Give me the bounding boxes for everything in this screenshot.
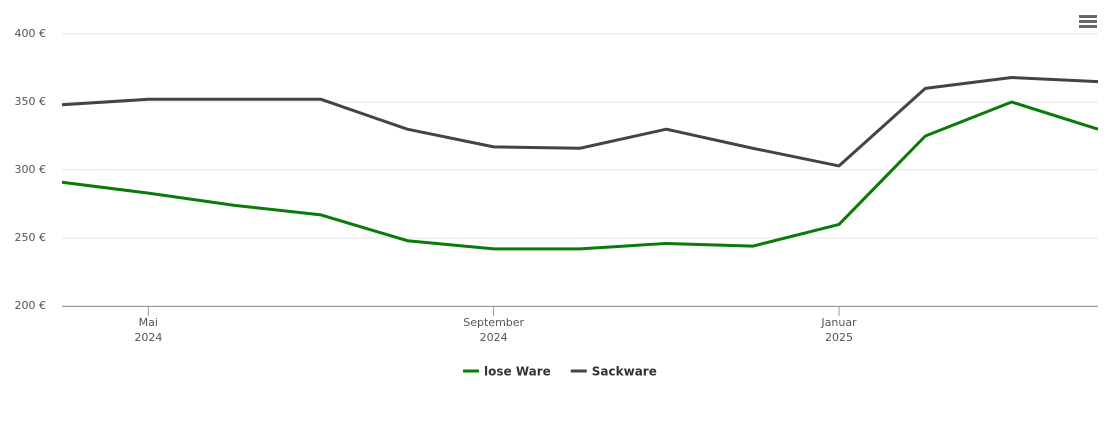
y-tick-label: 350 € bbox=[15, 95, 47, 108]
x-tick-label: 2025 bbox=[825, 331, 853, 344]
menu-button[interactable] bbox=[1079, 15, 1097, 28]
y-tick-label: 300 € bbox=[15, 163, 47, 176]
menu-bar bbox=[1079, 20, 1097, 23]
menu-bar bbox=[1079, 15, 1097, 18]
legend-item: Sackware bbox=[570, 365, 657, 379]
series-line bbox=[61, 76, 1099, 168]
y-tick-label: 250 € bbox=[15, 231, 47, 244]
x-tick-label: September bbox=[463, 316, 524, 329]
series-line bbox=[61, 100, 1099, 251]
y-tick-label: 400 € bbox=[15, 27, 47, 40]
legend: lose Ware Sackware bbox=[463, 365, 657, 379]
x-tick-label: 2024 bbox=[480, 331, 508, 344]
x-tick-label: 2024 bbox=[134, 331, 162, 344]
menu-bar bbox=[1079, 25, 1097, 28]
legend-label: Sackware bbox=[592, 365, 657, 379]
x-tick-label: Januar bbox=[820, 316, 857, 329]
x-tick-label: Mai bbox=[139, 316, 158, 329]
legend-item: lose Ware bbox=[463, 365, 551, 379]
legend-label: lose Ware bbox=[484, 365, 551, 379]
y-tick-label: 200 € bbox=[15, 299, 47, 312]
